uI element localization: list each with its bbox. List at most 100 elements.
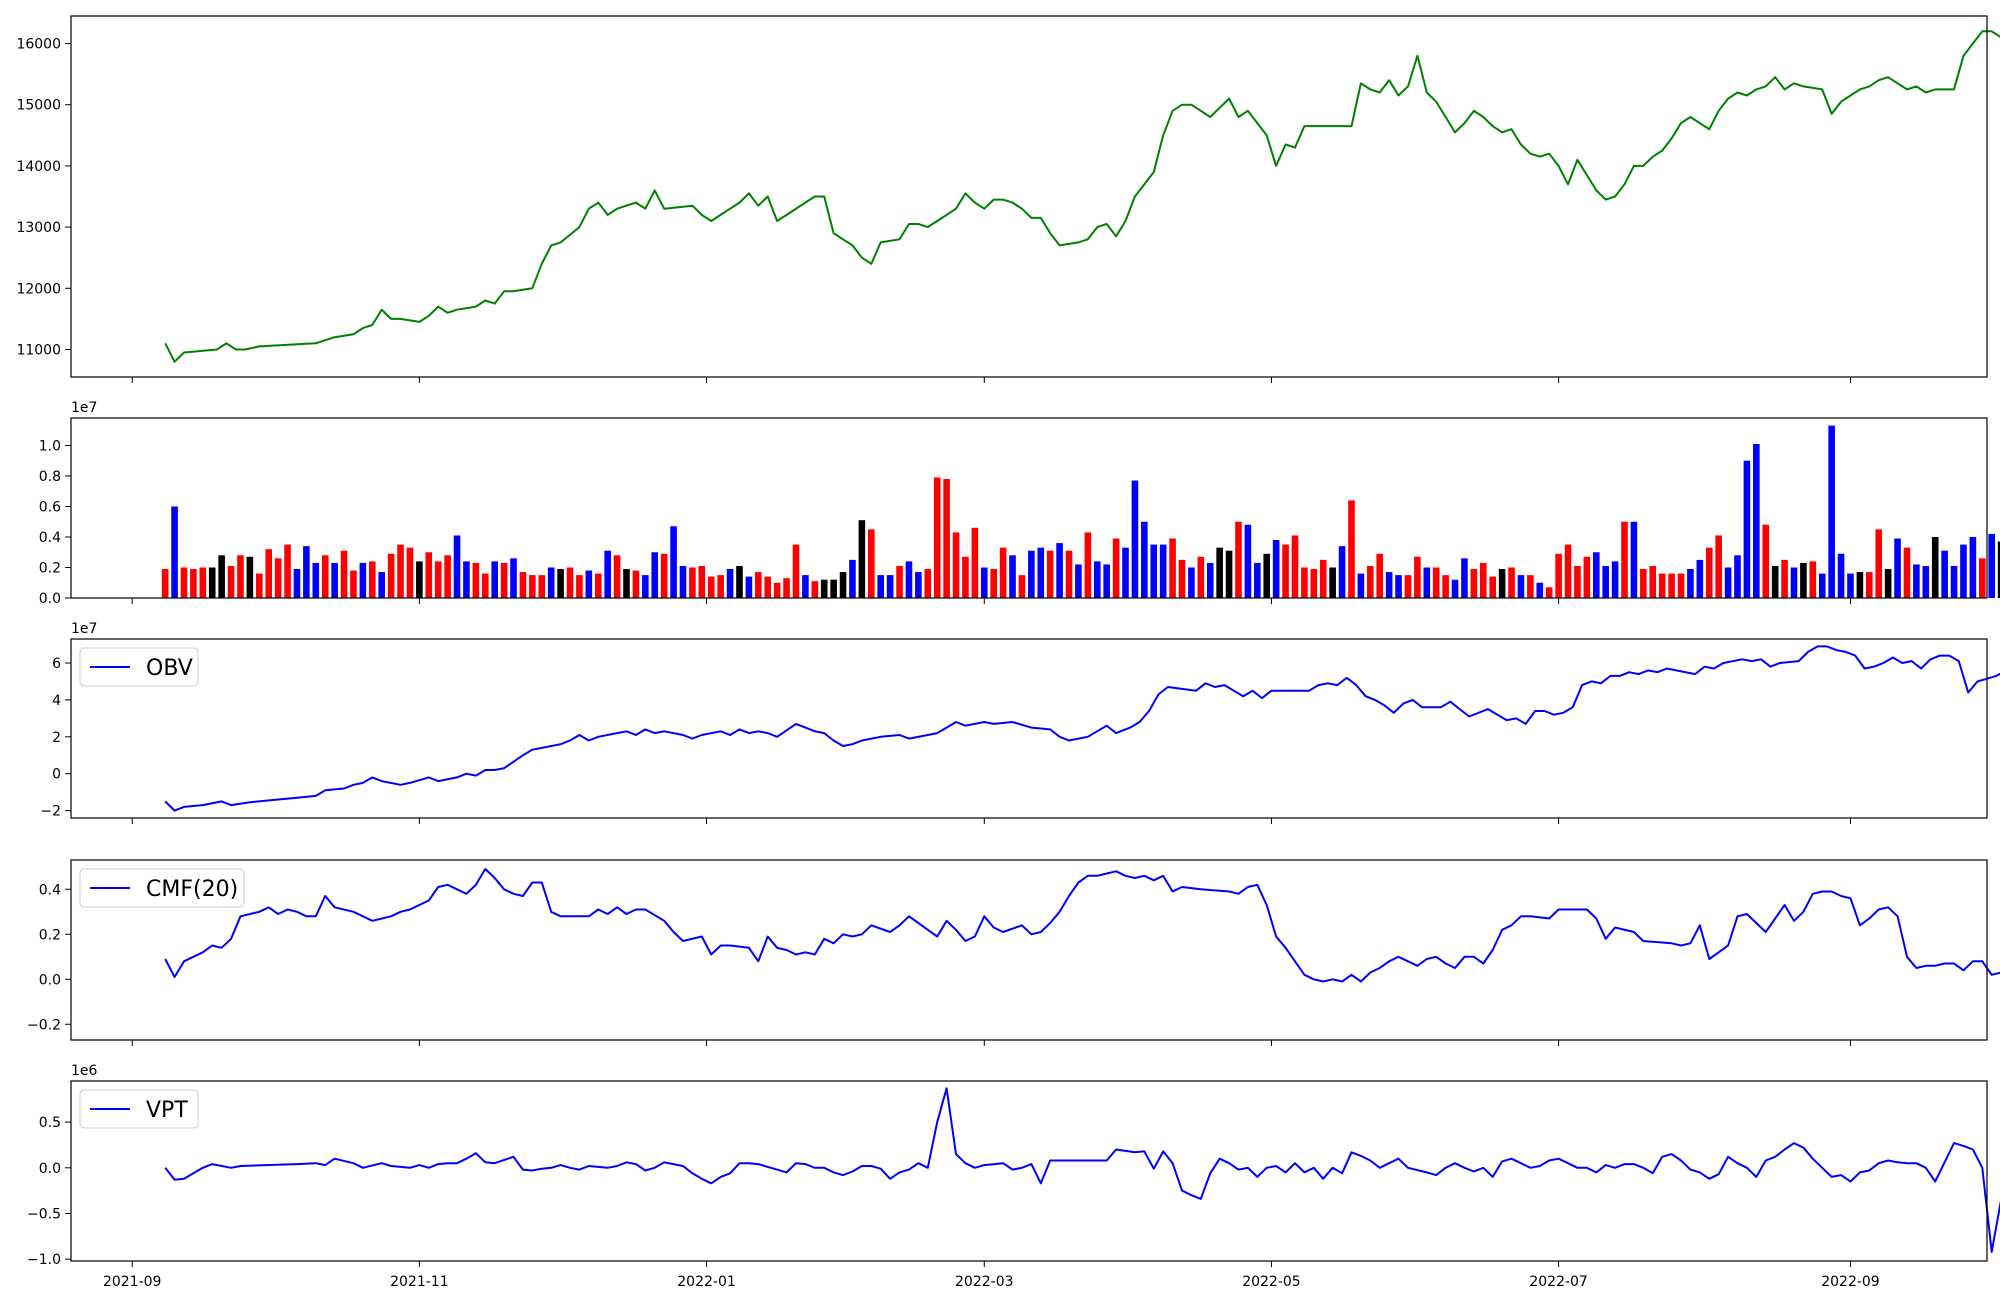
volume-bar (1715, 535, 1722, 598)
volume-bar (1272, 540, 1280, 598)
volume-bar (1640, 569, 1647, 598)
volume-bar (792, 544, 800, 598)
volume-bar (1103, 564, 1110, 598)
volume-bar (1056, 543, 1063, 598)
volume-bar (764, 576, 772, 598)
volume-bar (1319, 559, 1327, 598)
volume-bar (1367, 565, 1374, 598)
volume-bar (1178, 559, 1186, 598)
cmf-legend-box (79, 868, 245, 908)
volume-bar (943, 479, 950, 598)
obv-axes-frame (70, 638, 1988, 819)
volume-bar (1291, 535, 1299, 598)
volume-bar (623, 569, 630, 598)
volume-bar (755, 572, 762, 598)
volume-bar (1517, 575, 1525, 598)
volume-bar (1790, 567, 1798, 598)
volume-bar (707, 576, 715, 598)
volume-bar (679, 565, 687, 598)
cmf-axes-frame (70, 859, 1988, 1041)
volume-bar (416, 561, 423, 598)
volume-bar (952, 532, 960, 598)
volume-bar (1451, 579, 1459, 598)
vpt-axes-frame (70, 1080, 1988, 1262)
volume-bar (1197, 556, 1205, 598)
volume-bar (1687, 569, 1694, 598)
volume-bar (1046, 550, 1054, 598)
volume-bar (1602, 565, 1609, 598)
volume-bar (1432, 567, 1440, 598)
cmf-y-tick-label: 0.4 (39, 882, 61, 898)
volume-bar (1781, 559, 1788, 598)
volume-bar (1574, 565, 1581, 598)
volume-bar (1206, 562, 1214, 598)
volume-bar (1837, 553, 1845, 598)
vpt-legend: VPT (79, 1089, 199, 1129)
volume-bar (161, 569, 169, 598)
volume-bar (660, 553, 668, 598)
vpt-legend-label: VPT (146, 1098, 188, 1123)
volume-bar (1131, 480, 1139, 598)
volume-bar (434, 561, 442, 598)
volume-bar (284, 544, 291, 598)
volume-bar (500, 562, 508, 598)
volume-bar (689, 567, 696, 598)
volume-bar (1527, 575, 1534, 598)
volume-bar (1705, 547, 1713, 598)
x-tick-label: 2021-11 (390, 1274, 449, 1290)
volume-bar (208, 567, 216, 598)
volume-bar (547, 567, 555, 598)
volume-bar (378, 572, 385, 598)
volume-y-tick-label: 1.0 (39, 438, 61, 454)
obv-offset-text: 1e7 (71, 621, 97, 637)
volume-bar (1169, 538, 1176, 598)
cmf-panel: −0.2 0.0 0.2 0.4 CMF(20) (27, 859, 2000, 1046)
price-y-tick-label: 12000 (16, 281, 61, 297)
obv-y-tick-label: 6 (52, 656, 61, 672)
volume-bar (1696, 559, 1704, 598)
volume-bar (1743, 460, 1751, 598)
vpt-panel: −1.0 −0.5 0.0 0.5 1e6 VPT 2021-09 2021-11 2022-0… (27, 1063, 2000, 1290)
obv-legend-label: OBV (146, 656, 193, 681)
volume-bar (820, 579, 828, 598)
volume-bar (1244, 524, 1252, 598)
volume-bar (481, 573, 489, 598)
volume-bar (1960, 544, 1967, 598)
volume-bar (1771, 565, 1779, 598)
volume-bar (999, 547, 1007, 598)
volume-bar (1979, 558, 1986, 598)
volume-bar (293, 569, 301, 598)
volume-bar (1931, 536, 1939, 598)
volume-bar (1545, 587, 1553, 598)
cmf-legend-label: CMF(20) (146, 877, 238, 902)
volume-bar (190, 569, 197, 598)
volume-bar (773, 582, 781, 598)
cmf-y-tick-label: 0.0 (39, 972, 61, 988)
volume-bar (1658, 573, 1666, 598)
volume-bar (594, 573, 602, 598)
volume-bar (980, 567, 988, 598)
price-y-tick-label: 13000 (16, 220, 61, 236)
volume-bar (453, 535, 461, 598)
volume-bar (1847, 573, 1854, 598)
volume-bar (670, 526, 677, 598)
volume-bar (1112, 538, 1120, 598)
volume-bar (1385, 572, 1393, 598)
volume-bar (1376, 553, 1384, 598)
volume-bar (1282, 544, 1289, 598)
volume-y-tick-label: 0.8 (39, 469, 61, 485)
volume-bar (1809, 561, 1817, 598)
volume-y-tick-label: 0.6 (39, 499, 61, 515)
vpt-y-tick-label: −0.5 (27, 1206, 61, 1222)
volume-bar (1018, 575, 1026, 598)
volume-bar (1950, 565, 1958, 598)
volume-bar (933, 477, 941, 598)
volume-bar (651, 552, 659, 598)
volume-bar (1649, 565, 1657, 598)
volume-bar (1800, 562, 1807, 598)
volume-bar (218, 555, 225, 598)
obv-legend: OBV (79, 647, 199, 687)
volume-bar (303, 546, 310, 598)
volume-bar (1442, 575, 1449, 598)
